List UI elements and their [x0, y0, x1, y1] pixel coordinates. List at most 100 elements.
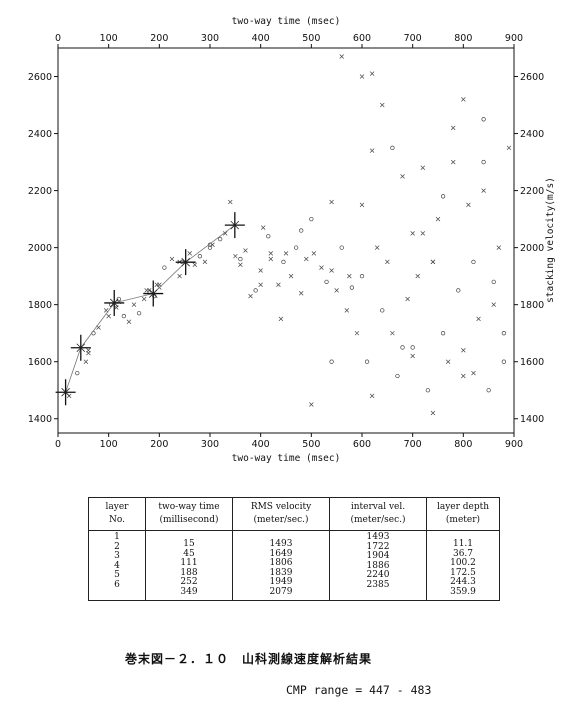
scatter-point — [496, 245, 502, 250]
scatter-point — [410, 353, 415, 359]
pick-marker-x — [61, 387, 70, 397]
scatter-point — [405, 296, 410, 302]
scatter-point — [311, 251, 317, 256]
rms-cell: 1949 — [269, 577, 293, 588]
scatter-point — [491, 302, 496, 307]
scatter-point — [364, 359, 370, 364]
y-axis-label-right: stacking velocity(m/s) — [545, 177, 556, 303]
y-tick-label-right: 1600 — [520, 357, 544, 368]
scatter-point — [197, 254, 203, 259]
scatter-point — [430, 410, 436, 416]
table-body-row: 1 2 3 4 5 6 15 45 111 188 252 349 1493 1… — [88, 530, 500, 601]
scatter-point — [425, 388, 431, 393]
scatter-point — [339, 245, 344, 250]
pick-marker-x — [181, 257, 190, 267]
x-tick-label-bottom: 200 — [150, 439, 168, 450]
scatter-point — [506, 145, 512, 151]
scatter-point — [319, 265, 324, 270]
scatter-point — [395, 373, 400, 379]
scatter-point — [347, 273, 352, 279]
header-rms-line1: RMS velocity — [250, 502, 312, 512]
scatter-point — [278, 316, 284, 322]
col-layer-depth: 11.1 36.7 100.2 172.5 244.3 359.9 — [426, 530, 500, 601]
scatter-point — [207, 245, 213, 250]
layer-no-cell: 5 — [114, 570, 120, 581]
scatter-point — [369, 393, 375, 399]
scatter-point — [486, 388, 491, 393]
x-axis-label-bottom: two-way time (msec) — [232, 453, 341, 464]
scatter-point — [276, 282, 281, 287]
scatter-point — [385, 259, 390, 265]
scatter-point — [243, 248, 248, 253]
velocity-pick-line — [65, 224, 236, 393]
scatter-point — [349, 285, 355, 290]
scatter-point — [440, 194, 446, 199]
scatter-point — [281, 259, 286, 265]
header-rms-velocity: RMS velocity (meter/sec.) — [232, 497, 330, 531]
scatter-point — [75, 370, 80, 376]
header-layer-depth: layer depth (meter) — [426, 497, 500, 531]
scatter-point — [456, 288, 461, 293]
pick-marker-x — [76, 343, 86, 353]
scatter-point — [131, 302, 137, 307]
depth-cell: 100.2 — [450, 558, 476, 569]
scatter-point — [309, 216, 314, 222]
scatter-point — [258, 282, 263, 287]
scatter-point — [400, 174, 405, 179]
scatter-point — [136, 311, 142, 316]
y-tick-label-right: 1400 — [520, 414, 544, 425]
scatter-point — [146, 288, 152, 293]
y-tick-label-right: 2200 — [520, 186, 544, 197]
scatter-point — [217, 236, 223, 242]
scatter-point — [491, 279, 496, 285]
scatter-point — [369, 148, 375, 153]
scatter-point — [299, 228, 304, 233]
y-tick-label-left: 1600 — [28, 357, 52, 368]
scatter-point — [177, 273, 182, 279]
x-tick-label-bottom: 400 — [252, 439, 270, 450]
scatter-point — [228, 199, 233, 205]
scatter-point — [471, 370, 476, 376]
scatter-point — [435, 216, 441, 222]
scatter-point — [288, 273, 294, 279]
interval-cell: 2385 — [366, 579, 390, 590]
scatter-point — [86, 348, 91, 353]
x-tick-label-top: 900 — [505, 33, 523, 44]
x-tick-label-bottom: 100 — [100, 439, 118, 450]
velocity-table: layer No. two-way time (millisecond) RMS v… — [88, 497, 500, 601]
scatter-point — [258, 268, 263, 273]
time-cell: 252 — [180, 577, 198, 588]
scatter-point — [359, 273, 365, 279]
x-tick-label-bottom: 500 — [302, 439, 320, 450]
scatter-point — [374, 245, 380, 250]
x-tick-label-bottom: 300 — [201, 439, 219, 450]
scatter-point — [222, 231, 228, 236]
scatter-point — [329, 268, 334, 273]
header-two-way-time: two-way time (millisecond) — [145, 497, 233, 531]
scatter-point — [410, 231, 415, 236]
y-tick-label-left: 2600 — [28, 72, 52, 83]
scatter-point — [481, 117, 486, 122]
scatter-point — [471, 259, 476, 265]
plot-frame — [57, 47, 515, 434]
y-tick-label-left: 2400 — [28, 129, 52, 140]
scatter-point — [461, 373, 466, 379]
y-tick-label-right: 2000 — [520, 243, 544, 254]
layer-no-cell: 1 — [114, 532, 120, 542]
col-two-way-time: 15 45 111 188 252 349 — [145, 530, 233, 601]
figure-caption: 巻末図－２．１０ 山科測線速度解析結果 — [125, 652, 373, 666]
x-tick-label-bottom: 900 — [505, 439, 523, 450]
rms-cell: 1806 — [269, 558, 293, 569]
header-interval-line2: (meter/sec.) — [350, 515, 406, 525]
table-header-row: layer No. two-way time (millisecond) RMS v… — [88, 497, 500, 531]
interval-cell: 1886 — [366, 560, 390, 571]
scatter-point — [238, 262, 243, 267]
velocity-picks — [55, 212, 245, 406]
x-axis-label-top: two-way time (msec) — [232, 16, 341, 27]
scatter-point — [380, 102, 385, 108]
layer-no-cell: 6 — [114, 579, 120, 590]
scatter-point — [324, 279, 329, 285]
col-layer-no: 1 2 3 4 5 6 — [88, 530, 146, 601]
time-cell: 349 — [180, 586, 198, 597]
scatter-point — [420, 231, 426, 236]
